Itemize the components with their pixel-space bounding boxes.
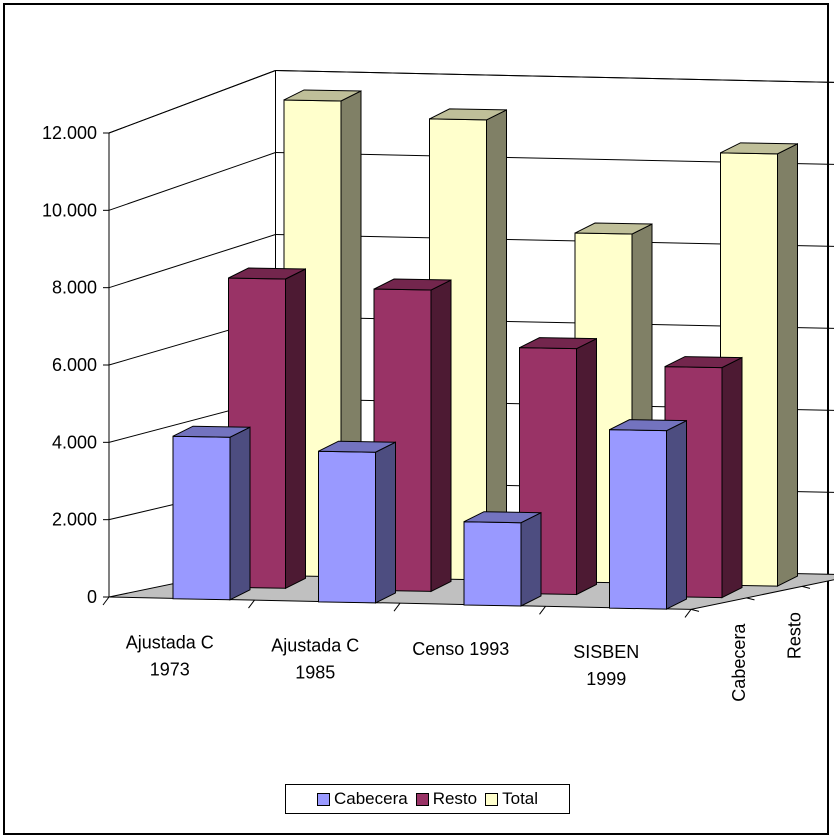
gridline-left-6 [108,70,276,134]
bar-side-face [375,441,396,604]
x-tick-mark-2 [393,602,401,612]
y-tick-label-4: 8.000 [52,278,97,298]
series-tick-mark-0 [690,608,700,612]
y-tick-label-2: 4.000 [52,432,97,452]
y-tick-label-1: 2.000 [52,510,97,530]
x-category-label-sisben-1999: SISBEN 1999 [573,642,639,689]
bar-top-face [519,337,597,350]
y-tick-label-5: 10.000 [42,200,97,220]
series-axis-label-cabecera: Cabecera [729,623,749,702]
x-category-label-ajustada-c-1973: Ajustada C 1973 [126,633,214,680]
bar-cabecera-ajustada-c-1985 [318,440,396,604]
x-category-label-ajustada-c-1985: Ajustada C 1985 [271,636,359,683]
x-category-label-line: 1985 [295,663,335,683]
bar-top-face [373,278,452,291]
bar-side-face [285,268,306,590]
legend-label-cabecera: Cabecera [333,789,408,808]
y-tick-label-6: 12.000 [42,123,97,143]
bar-top-face [574,222,653,235]
bar-top-face [318,440,396,453]
bar-cabecera-sisben-1999 [609,419,687,610]
bar-cabecera-ajustada-c-1973 [172,425,251,601]
x-category-label-line: Ajustada C [271,636,359,656]
series-axis-label-resto: Resto [784,612,804,659]
bar-top-face [283,89,362,102]
series-tick-mark-2 [801,585,811,589]
legend-item-total: Total [485,789,538,809]
bar-top-face [228,267,306,280]
bar-top-face [463,511,542,524]
x-category-label-line: Censo 1993 [412,639,509,659]
x-category-label-line: 1973 [150,660,190,680]
x-category-label-line: Ajustada C [126,633,214,653]
legend-item-cabecera: Cabecera [316,789,408,809]
x-tick-mark-4 [684,609,692,618]
y-tick-label-0: 0 [87,587,97,607]
bar-side-face [486,109,507,581]
bar-top-face [720,142,798,155]
bar-top-face [172,425,251,438]
x-category-label-line: 1999 [586,669,626,689]
bar-side-face [576,337,597,596]
bar-cabecera-censo-1993 [463,511,542,607]
bar-front-face [463,521,522,607]
legend-swatch-cabecera [316,792,330,806]
bar-side-face [721,356,743,599]
bar-side-face [430,279,452,593]
x-tick-mark-0 [102,596,110,606]
legend-swatch-resto [415,792,429,806]
bar-top-face [429,108,507,121]
bar-top-face [664,356,743,369]
legend: Cabecera Resto Total [285,784,570,814]
x-category-label-line: SISBEN [573,642,639,662]
x-category-label-censo-1993: Censo 1993 [412,639,509,659]
legend-item-resto: Resto [415,789,478,809]
bar-top-face [609,419,687,432]
bar-front-face [609,429,667,610]
bar-side-face [229,426,251,601]
gridline-left-5 [108,152,276,211]
bar-front-face [318,450,376,604]
x-tick-mark-1 [248,599,255,609]
bar-side-face [520,511,542,607]
gridline-back-6 [275,70,834,83]
bar-front-face [172,435,231,601]
legend-label-total: Total [502,789,539,808]
series-tick-mark-1 [746,597,755,601]
gridline-left-4 [108,234,276,289]
bar-side-face [666,419,687,610]
y-tick-label-3: 6.000 [52,355,97,375]
bar-side-face [777,143,798,587]
legend-swatch-total [485,792,499,806]
x-tick-mark-3 [539,605,546,615]
legend-label-resto: Resto [432,789,478,808]
